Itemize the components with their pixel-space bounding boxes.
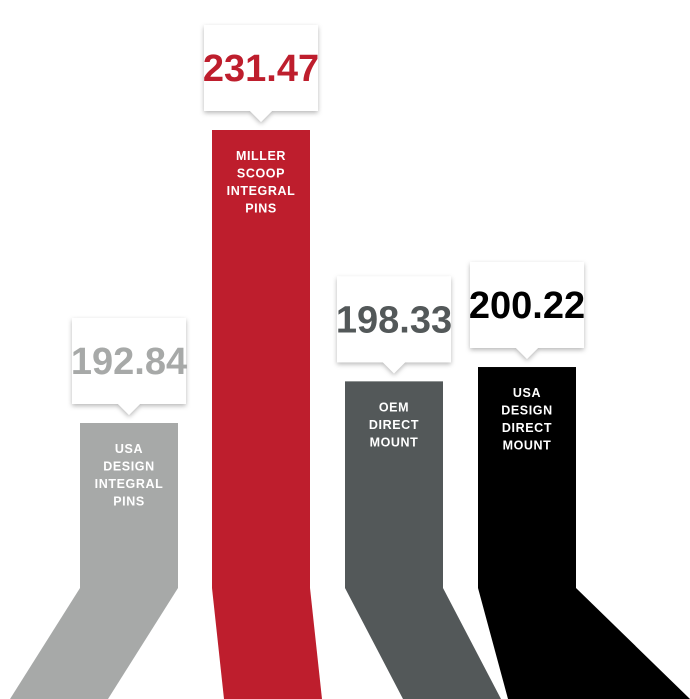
bar-label-line: DIRECT [502, 421, 552, 435]
bar-label-line: MOUNT [370, 435, 419, 449]
bar-label-line: SCOOP [237, 167, 285, 181]
callout-box [72, 318, 186, 415]
bar-3 [345, 381, 443, 588]
bar-label-line: DIRECT [369, 418, 419, 432]
value-callout-3 [337, 276, 451, 374]
bar-label-line: INTEGRAL [95, 477, 164, 491]
bar-label-line: PINS [245, 202, 277, 216]
callout-box [204, 25, 318, 122]
callout-box [470, 262, 584, 360]
value-label: 200.22 [469, 285, 585, 327]
bar-1-base [10, 588, 178, 699]
bars-layer: USA DESIGN INTEGRAL PINS MILLER SCOOP INTEGRAL… [10, 130, 690, 699]
bar-4 [478, 367, 576, 588]
bar-label-line: DESIGN [103, 460, 155, 474]
value-label: 192.84 [71, 341, 187, 383]
bar-label-line: MOUNT [503, 439, 552, 453]
bar-1 [80, 423, 178, 588]
bar-2 [212, 130, 310, 588]
callout-box [337, 276, 451, 374]
bar-3-base [345, 588, 501, 699]
value-callout-4 [470, 262, 584, 360]
bar-label-line: INTEGRAL [227, 184, 296, 198]
value-callout-2 [204, 25, 318, 122]
value-callout-1 [72, 318, 186, 415]
value-label: 231.47 [203, 48, 319, 90]
bar-1-label: USA DESIGN INTEGRAL PINS [95, 442, 164, 509]
bar-label-line: DESIGN [501, 404, 553, 418]
bar-label-line: MILLER [236, 149, 286, 163]
bar-label-line: PINS [113, 495, 145, 509]
bar-2-base [212, 588, 322, 699]
value-label: 198.33 [336, 299, 452, 341]
bar-label-line: USA [115, 442, 143, 456]
bar-4-base [478, 588, 690, 699]
bar-label-line: OEM [379, 400, 409, 414]
callouts-layer: 192.84 231.47 198.33 200.22 [71, 25, 585, 415]
bar-3-label: OEM DIRECT MOUNT [369, 400, 419, 449]
bar-4-label: USA DESIGN DIRECT MOUNT [501, 386, 553, 453]
bar-label-line: USA [513, 386, 541, 400]
bar-2-label: MILLER SCOOP INTEGRAL PINS [227, 149, 296, 216]
